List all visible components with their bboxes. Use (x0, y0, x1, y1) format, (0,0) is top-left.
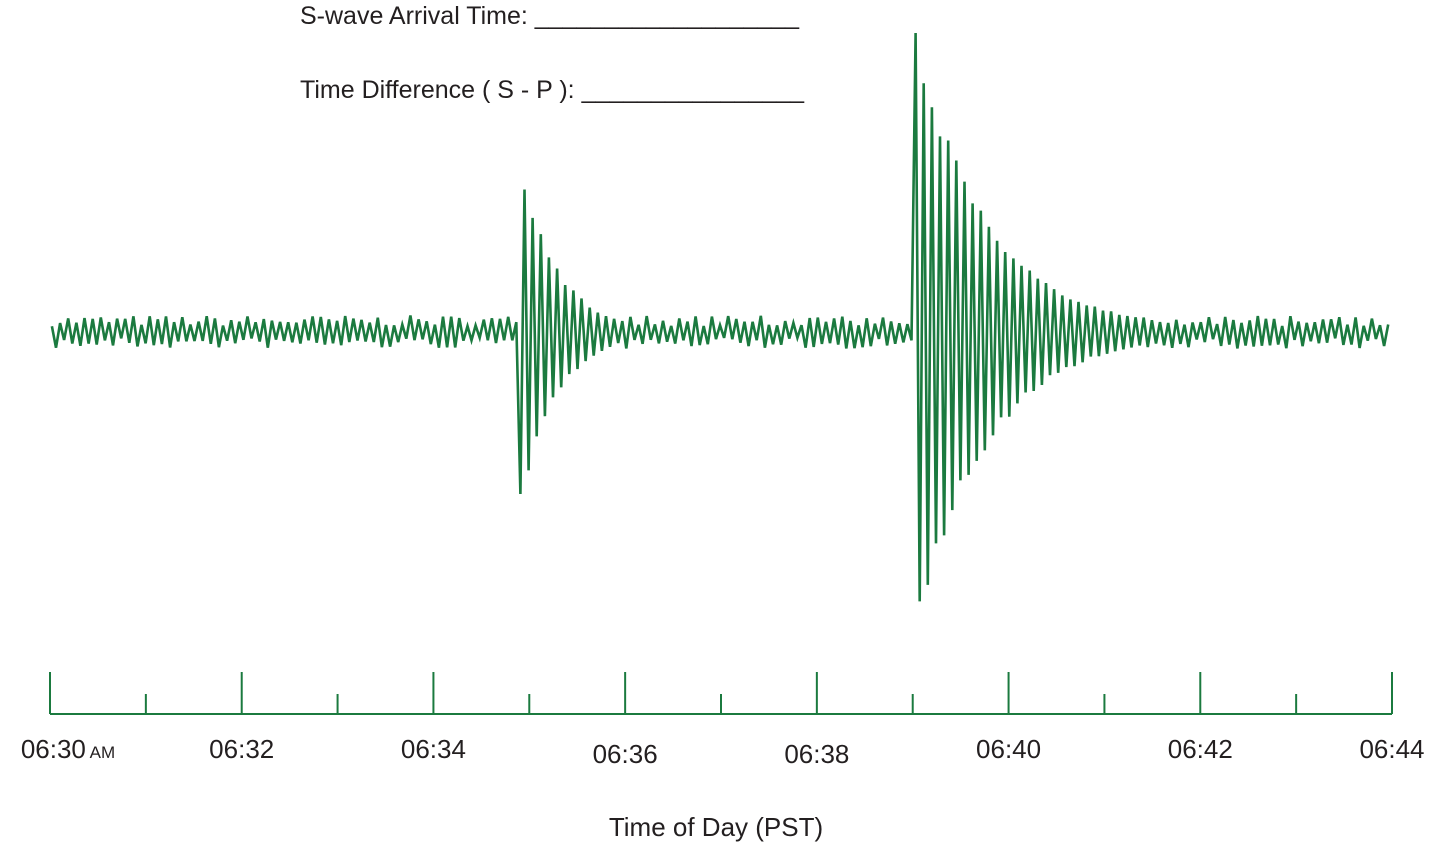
time-difference-label: Time Difference ( S - P ): (300, 76, 575, 104)
tick-label: 06:30 AM (21, 734, 115, 764)
time-axis (49, 672, 1393, 715)
time-difference-row: Time Difference ( S - P ): _____________… (300, 76, 804, 105)
waveform-layer (50, 32, 1390, 602)
tick-label: 06:40 (976, 734, 1041, 764)
s-wave-arrival-row: S-wave Arrival Time: ___________________ (300, 2, 799, 31)
tick-label: 06:42 (1168, 734, 1233, 764)
am-suffix: AM (86, 743, 115, 762)
x-axis-title: Time of Day (PST) (609, 812, 823, 842)
s-wave-arrival-label: S-wave Arrival Time: (300, 2, 528, 30)
seismogram-trace (50, 32, 1390, 602)
tick-label: 06:44 (1359, 734, 1424, 764)
tick-label: 06:38 (784, 739, 849, 769)
time-difference-blank[interactable]: ________________ (581, 76, 805, 104)
tick-label: 06:36 (593, 739, 658, 769)
tick-label: 06:34 (401, 734, 466, 764)
tick-label: 06:32 (209, 734, 274, 764)
s-wave-arrival-blank[interactable]: ___________________ (534, 2, 799, 30)
tick-labels: 06:30 AM 06:32 06:34 06:36 06:38 06:40 06:42 06… (21, 734, 1425, 769)
